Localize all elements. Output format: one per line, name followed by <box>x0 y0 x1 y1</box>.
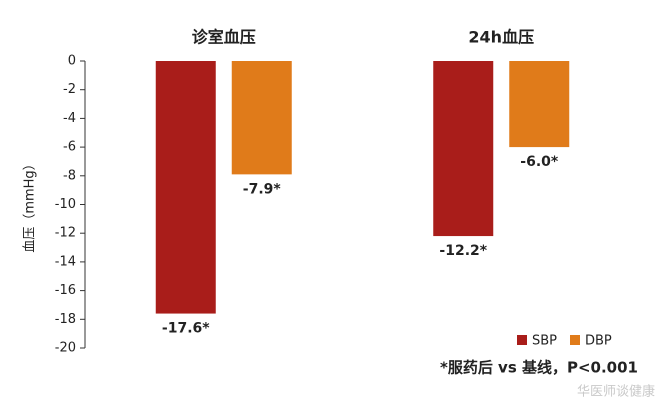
legend-swatch <box>517 335 527 345</box>
bar <box>509 61 570 148</box>
y-tick-label: -8 <box>63 168 76 183</box>
value-label: -7.9* <box>243 181 282 197</box>
category-label: 24h血压 <box>468 28 534 47</box>
y-tick-label: -2 <box>63 82 76 97</box>
bar <box>433 61 494 237</box>
bar <box>231 61 292 175</box>
value-label: -12.2* <box>439 243 487 259</box>
value-label: -6.0* <box>520 154 559 170</box>
bar <box>155 61 216 314</box>
y-tick-label: -12 <box>55 226 76 241</box>
y-tick-label: 0 <box>68 54 76 69</box>
y-tick-label: -14 <box>55 254 76 269</box>
legend-label: SBP <box>532 334 557 349</box>
value-label: -17.6* <box>162 321 210 337</box>
y-tick-label: -4 <box>63 111 76 126</box>
y-tick-label: -6 <box>63 140 76 155</box>
y-tick-label: -10 <box>55 197 76 212</box>
y-tick-label: -16 <box>55 283 76 298</box>
category-label: 诊室血压 <box>192 28 256 47</box>
annotation: *服药后 vs 基线，P<0.001 <box>440 359 638 377</box>
legend-swatch <box>570 335 580 345</box>
legend-label: DBP <box>585 334 612 349</box>
y-tick-label: -20 <box>55 341 76 356</box>
watermark: 华医师谈健康 <box>577 384 655 400</box>
y-axis-label: 血压（mmHg） <box>23 157 38 252</box>
y-tick-label: -18 <box>55 312 76 327</box>
